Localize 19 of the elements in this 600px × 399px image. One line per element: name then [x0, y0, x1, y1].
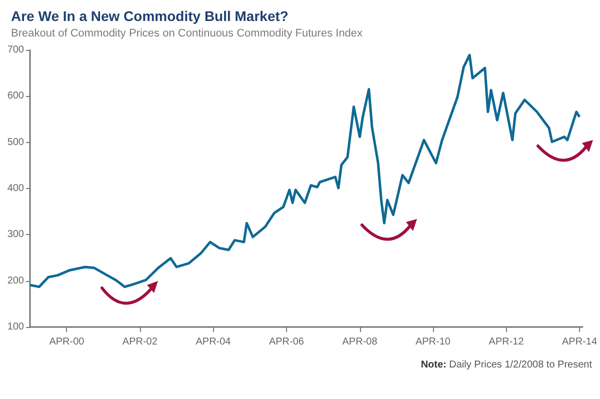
chart-subtitle: Breakout of Commodity Prices on Continuous Commodity Futures Index	[11, 28, 364, 40]
y-tick-label: 400	[7, 183, 24, 194]
y-tick-label: 500	[7, 136, 24, 148]
y-tick-label: 600	[7, 90, 24, 102]
x-tick-label: APR-06	[268, 336, 304, 348]
text: Note: Daily Prices 1/2/2008 to Present	[420, 360, 592, 370]
x-tick-label: APR-02	[122, 336, 158, 348]
x-tick-label: APR-04	[196, 336, 232, 348]
x-tick-label: APR-10	[415, 336, 451, 348]
y-tick-label: 700	[7, 44, 24, 56]
x-tick-label: APR-14	[562, 336, 598, 348]
y-tick-label: 200	[7, 275, 24, 286]
x-tick-label: APR-12	[488, 336, 524, 348]
x-tick-label: APR-08	[342, 336, 378, 348]
chart-title: Are We In a New Commodity Bull Market?	[11, 8, 288, 24]
y-tick-label: 100	[7, 322, 24, 332]
line-series	[28, 54, 581, 288]
y-tick-label: 300	[7, 229, 24, 240]
x-tick-label: APR-00	[49, 336, 85, 348]
